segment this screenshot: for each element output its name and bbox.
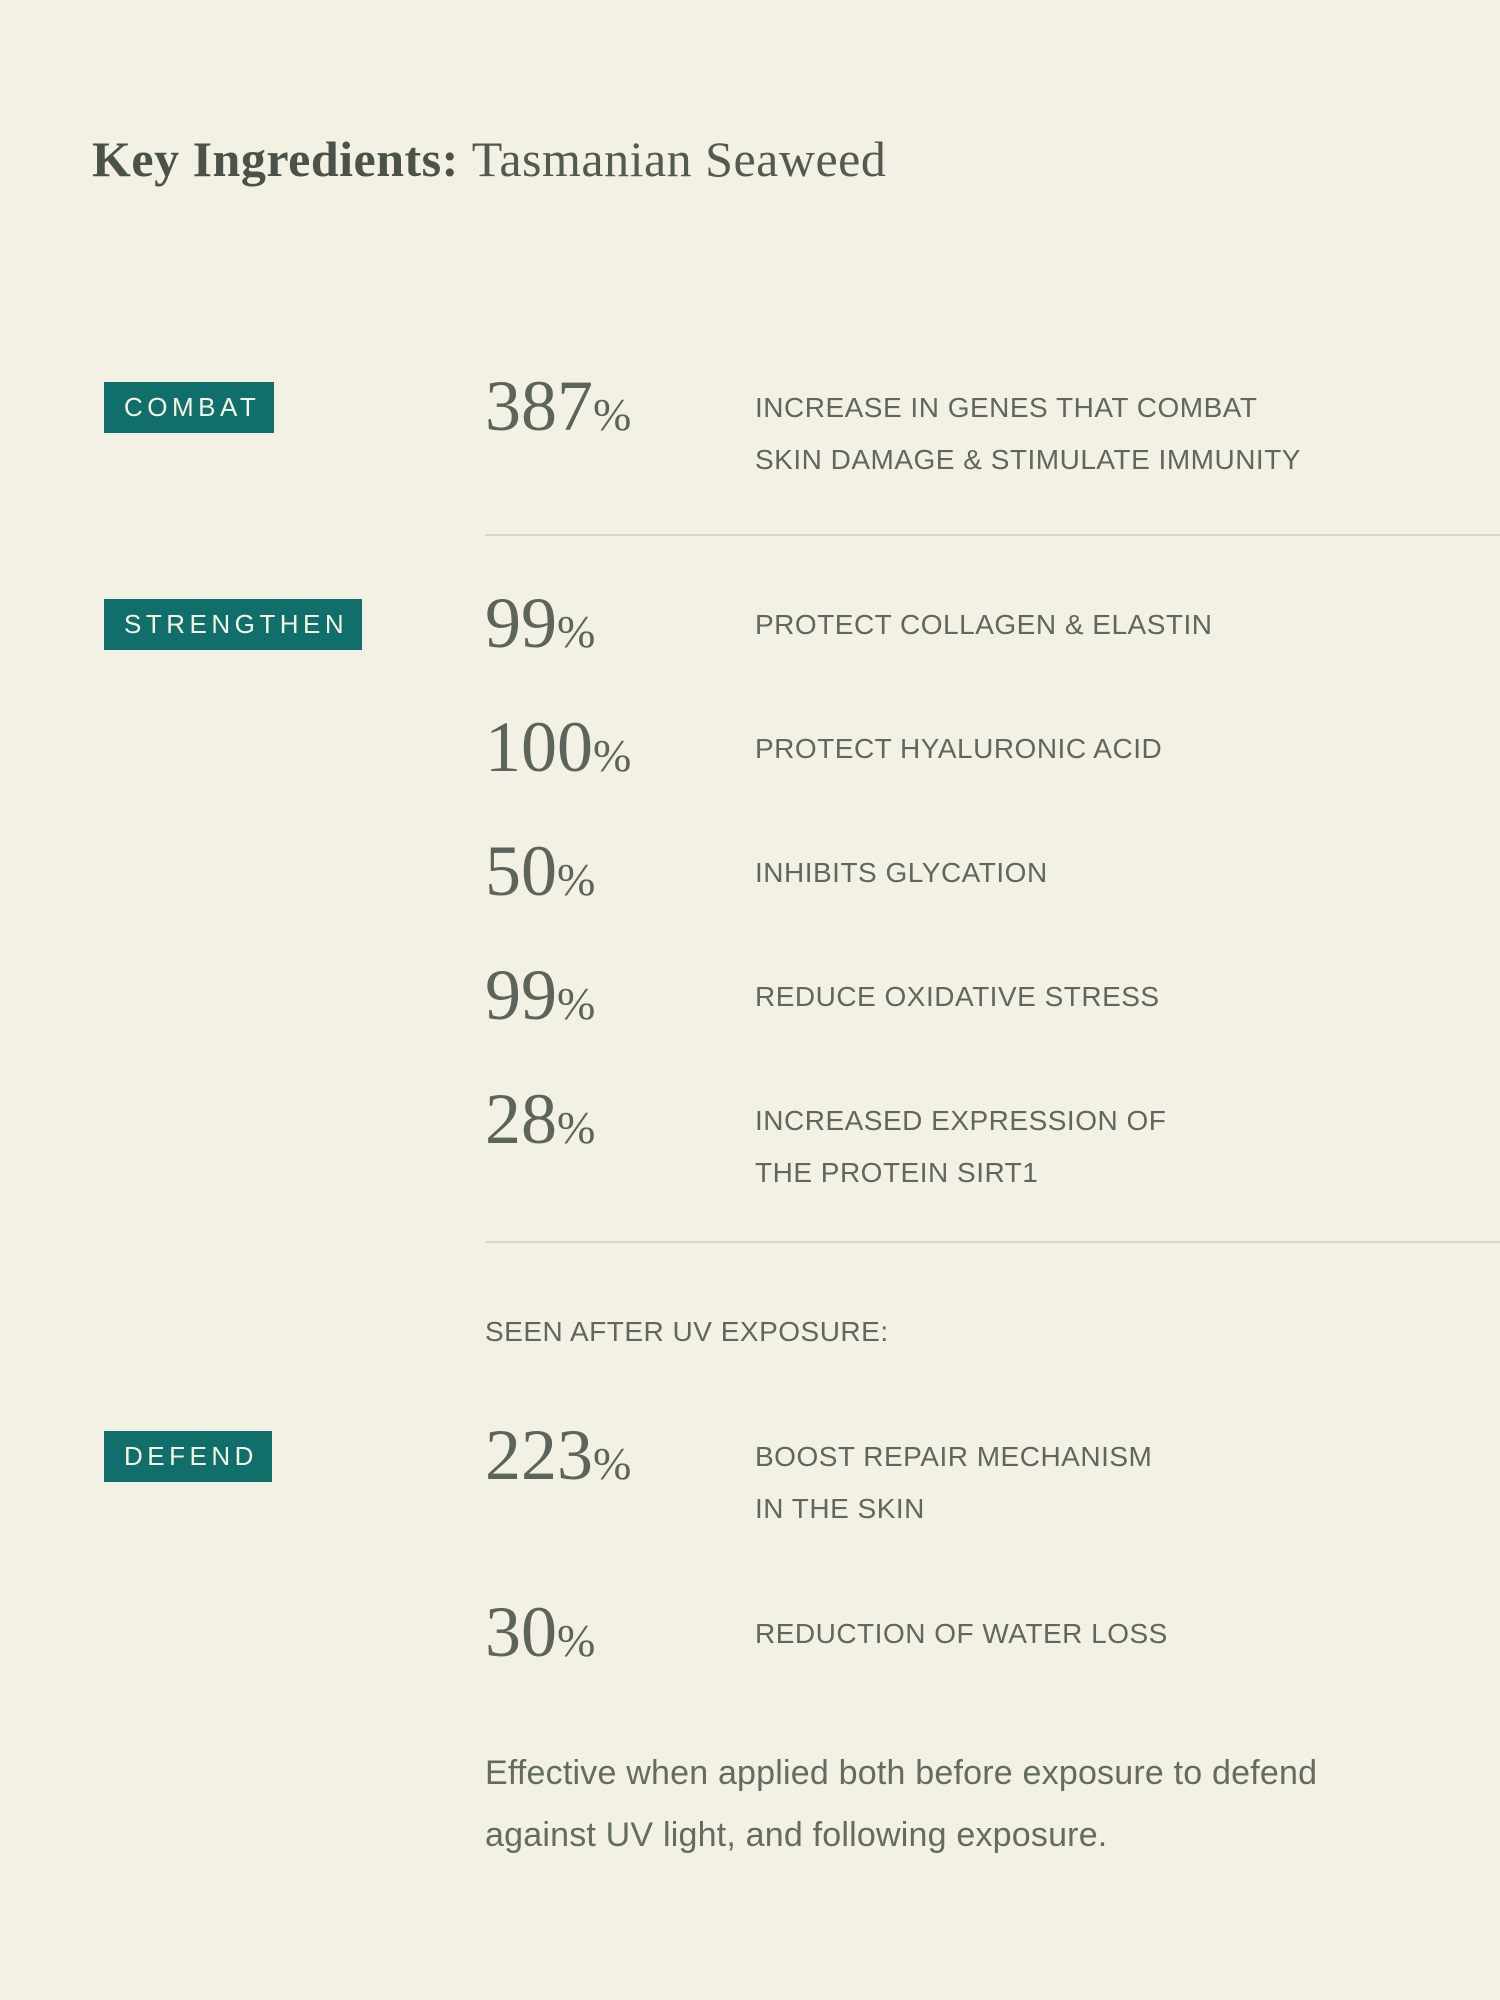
stat-number: 100 (485, 707, 593, 787)
stat-row-combat: COMBAT 387% INCREASE IN GENES THAT COMBA… (0, 370, 1500, 486)
stat-row-defend-1: DEFEND 223% BOOST REPAIR MECHANISM IN TH… (0, 1419, 1500, 1535)
section-divider (485, 534, 1500, 536)
stat-row-defend-2: 30% REDUCTION OF WATER LOSS (0, 1596, 1500, 1677)
stat-row-strengthen-1: STRENGTHEN 99% PROTECT COLLAGEN & ELASTI… (0, 587, 1500, 668)
stat-description: BOOST REPAIR MECHANISM IN THE SKIN (755, 1419, 1152, 1535)
percent-sign: % (557, 606, 596, 657)
page-title-spacer (459, 131, 472, 187)
stat-number: 30 (485, 1592, 557, 1672)
stat-description: INCREASED EXPRESSION OF THE PROTEIN SIRT… (755, 1083, 1166, 1199)
stat-description: INHIBITS GLYCATION (755, 835, 1048, 899)
percent-sign: % (593, 730, 632, 781)
stat-number: 50 (485, 831, 557, 911)
stat-value: 28% (485, 1083, 755, 1164)
stat-value: 99% (485, 959, 755, 1040)
stat-description-line: PROTECT HYALURONIC ACID (755, 733, 1163, 764)
stat-value: 50% (485, 835, 755, 916)
stat-value: 100% (485, 711, 755, 792)
stat-description: PROTECT COLLAGEN & ELASTIN (755, 587, 1213, 651)
stat-number: 223 (485, 1415, 593, 1495)
stat-number: 99 (485, 955, 557, 1035)
stat-description: REDUCTION OF WATER LOSS (755, 1596, 1168, 1660)
stat-row-strengthen-5: 28% INCREASED EXPRESSION OF THE PROTEIN … (0, 1083, 1500, 1199)
section-badge-combat: COMBAT (104, 382, 275, 433)
percent-sign: % (557, 978, 596, 1029)
page-title-product: Tasmanian Seaweed (471, 131, 887, 187)
stat-number: 28 (485, 1079, 557, 1159)
page-title: Key Ingredients: Tasmanian Seaweed (92, 130, 1500, 188)
stat-row-strengthen-4: 99% REDUCE OXIDATIVE STRESS (0, 959, 1500, 1040)
stat-description-line: BOOST REPAIR MECHANISM (755, 1441, 1153, 1472)
stat-description-line: REDUCTION OF WATER LOSS (755, 1618, 1168, 1649)
stat-description: PROTECT HYALURONIC ACID (755, 711, 1162, 775)
uv-exposure-label: SEEN AFTER UV EXPOSURE: (485, 1316, 889, 1347)
stat-row-strengthen-3: 50% INHIBITS GLYCATION (0, 835, 1500, 916)
stat-value: 99% (485, 587, 755, 668)
stat-description: INCREASE IN GENES THAT COMBAT SKIN DAMAG… (755, 370, 1301, 486)
effectiveness-note: Effective when applied both before expos… (485, 1754, 1318, 1854)
stat-description-line: PROTECT COLLAGEN & ELASTIN (755, 609, 1213, 640)
stat-description-line: REDUCE OXIDATIVE STRESS (755, 981, 1160, 1012)
stat-row-strengthen-2: 100% PROTECT HYALURONIC ACID (0, 711, 1500, 792)
stat-description-line: INCREASED EXPRESSION OF (755, 1105, 1167, 1136)
stat-description-line: INCREASE IN GENES THAT COMBAT (755, 392, 1258, 423)
badge-column: COMBAT (0, 370, 485, 433)
badge-column: STRENGTHEN (0, 587, 485, 650)
section-badge-defend: DEFEND (104, 1431, 272, 1482)
stat-value: 30% (485, 1596, 755, 1677)
stat-description-line: SKIN DAMAGE & STIMULATE IMMUNITY (755, 444, 1301, 475)
stat-description: REDUCE OXIDATIVE STRESS (755, 959, 1160, 1023)
section-divider (485, 1241, 1500, 1243)
stat-description-line: INHIBITS GLYCATION (755, 857, 1048, 888)
badge-column: DEFEND (0, 1419, 485, 1482)
stat-number: 387 (485, 366, 593, 446)
percent-sign: % (557, 1102, 596, 1153)
stat-description-line: THE PROTEIN SIRT1 (755, 1157, 1039, 1188)
percent-sign: % (593, 1438, 632, 1489)
stat-value: 223% (485, 1419, 755, 1500)
percent-sign: % (557, 854, 596, 905)
percent-sign: % (593, 389, 632, 440)
percent-sign: % (557, 1615, 596, 1666)
section-badge-strengthen: STRENGTHEN (104, 599, 363, 650)
stat-description-line: IN THE SKIN (755, 1493, 925, 1524)
page-title-emphasis: Key Ingredients: (92, 131, 459, 187)
stat-value: 387% (485, 370, 755, 451)
stat-number: 99 (485, 583, 557, 663)
